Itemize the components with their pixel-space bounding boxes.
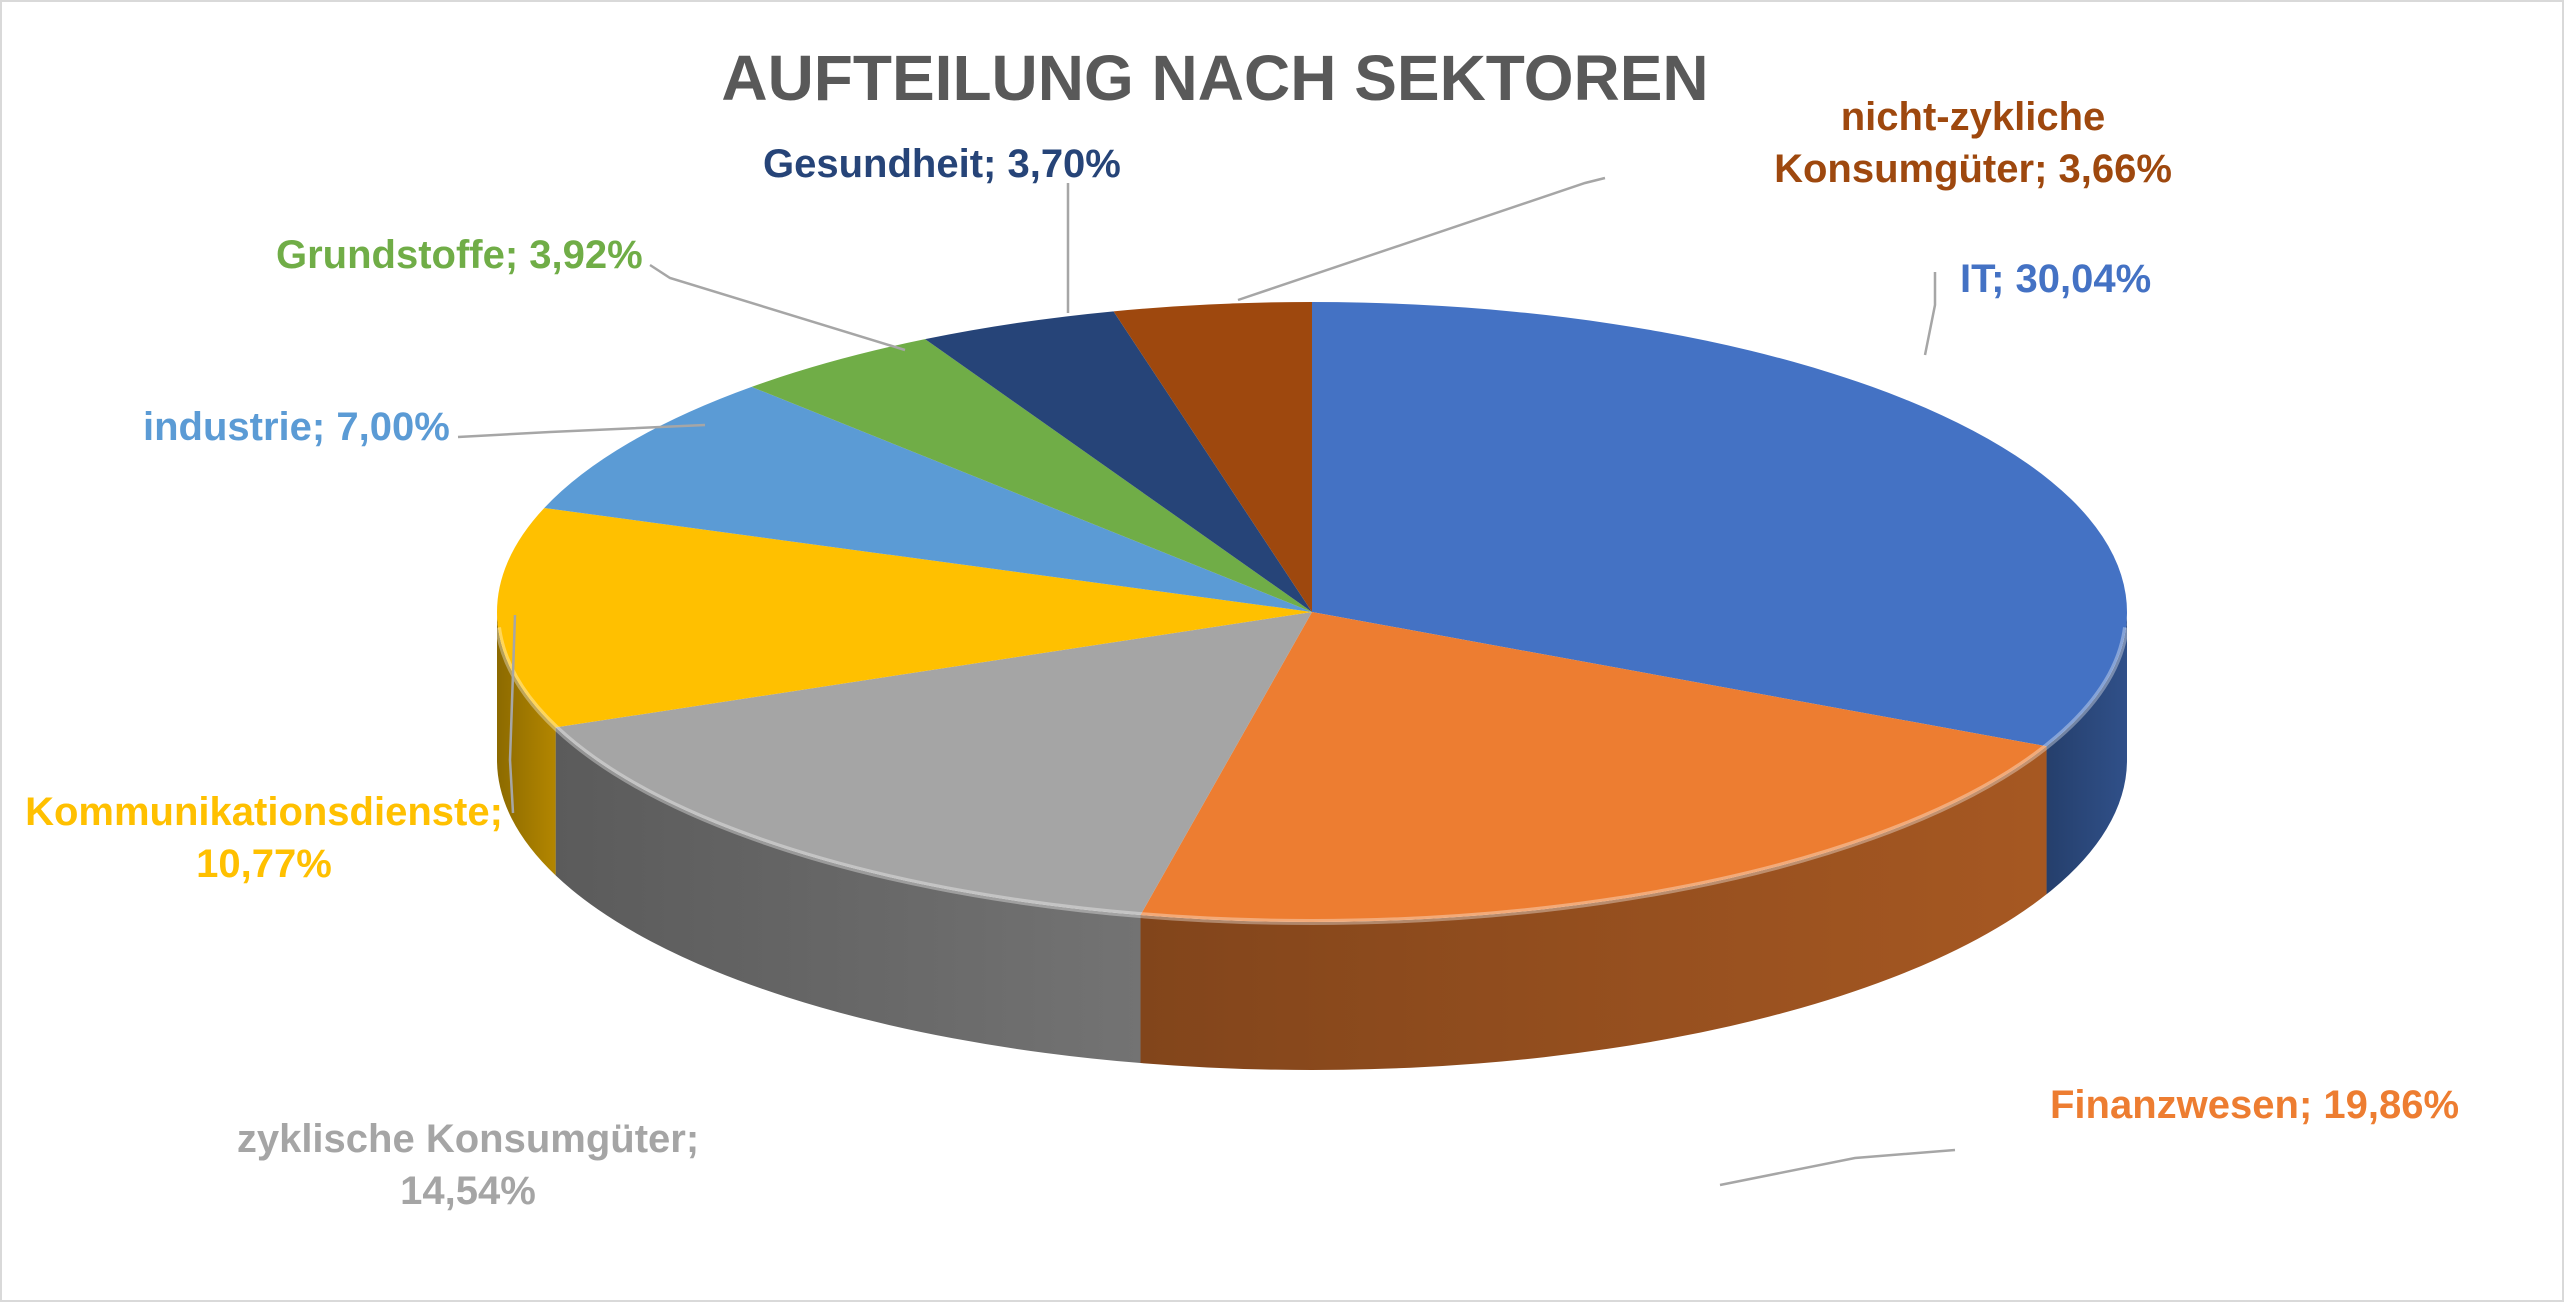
- data-label-line: 10,77%: [196, 842, 332, 886]
- data-label-line: Konsumgüter; 3,66%: [1774, 147, 2172, 191]
- data-label-line: IT; 30,04%: [1960, 257, 2151, 301]
- data-label-line: nicht-zykliche: [1841, 95, 2106, 139]
- pie-slice-zyklische-konsumg-ter: [555, 612, 1312, 916]
- pie-rim-highlight: [495, 627, 2129, 925]
- data-label-finanzwesen: Finanzwesen; 19,86%: [2050, 1083, 2459, 1127]
- data-label-line: Gesundheit; 3,70%: [763, 142, 1121, 186]
- leader-line-it: [1923, 272, 1937, 356]
- data-label-industrie: industrie; 7,00%: [143, 405, 450, 449]
- data-label-grundstoffe: Grundstoffe; 3,92%: [276, 233, 643, 277]
- pie-slice-grundstoffe: [751, 339, 1312, 612]
- data-label-zyklische-konsumg-ter: zyklische Konsumgüter; 14,54%: [237, 1117, 699, 1213]
- leader-line-nicht-zykliche-konsumg-ter: [1237, 176, 1606, 302]
- leader-line-grundstoffe: [649, 263, 906, 352]
- pie-slice-it: [1312, 302, 2127, 747]
- data-label-line: Finanzwesen; 19,86%: [2050, 1083, 2459, 1127]
- pie-slice-gesundheit: [925, 311, 1312, 612]
- pie-slice-finanzwesen: [1140, 612, 2047, 922]
- leader-line-industrie: [457, 423, 706, 439]
- data-label-line: 14,54%: [400, 1169, 536, 1213]
- data-label-kommunikationsdienste: Kommunikationsdienste; 10,77%: [25, 790, 503, 886]
- leader-line-kommunikationsdienste: [508, 614, 517, 814]
- data-label-line: zyklische Konsumgüter;: [237, 1117, 699, 1161]
- pie-slice-nicht-zykliche-konsumg-ter: [1113, 302, 1312, 612]
- pie-slice-kommunikationsdienste: [496, 507, 1312, 728]
- chart-title: AUFTEILUNG NACH SEKTOREN: [721, 42, 1708, 114]
- data-label-line: Kommunikationsdienste;: [25, 790, 503, 834]
- data-label-line: industrie; 7,00%: [143, 405, 450, 449]
- data-label-it: IT; 30,04%: [1960, 257, 2151, 301]
- data-label-line: Grundstoffe; 3,92%: [276, 233, 643, 277]
- pie-side-it: [2046, 612, 2127, 895]
- data-label-nicht-zykliche-konsumg-ter: nicht-zykliche Konsumgüter; 3,66%: [1774, 95, 2172, 191]
- data-label-gesundheit: Gesundheit; 3,70%: [763, 142, 1121, 186]
- pie-side-zyklische-konsumg-ter: [555, 727, 1141, 1064]
- pie-slice-industrie: [544, 386, 1312, 612]
- leader-line-finanzwesen: [1719, 1148, 1956, 1187]
- pie-side-finanzwesen: [1140, 746, 2047, 1070]
